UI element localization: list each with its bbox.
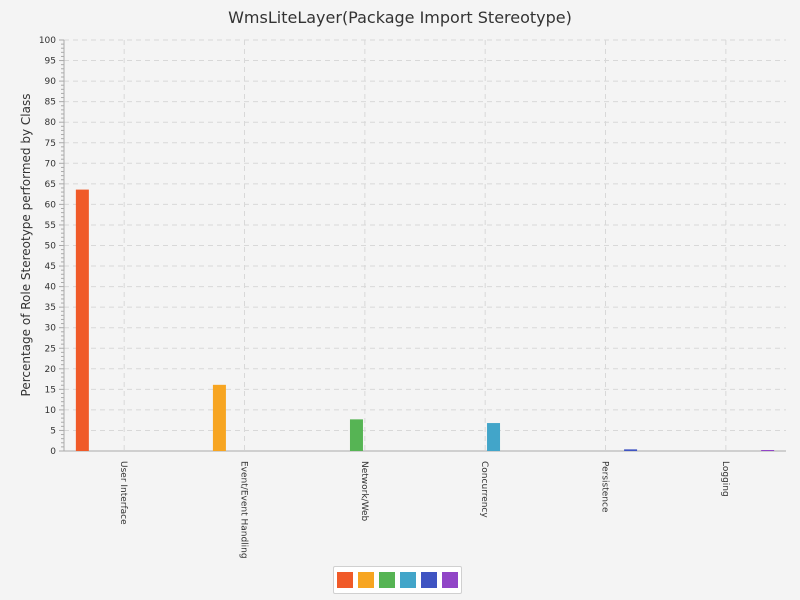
- y-tick-label: 5: [50, 426, 56, 436]
- legend-swatch: [379, 572, 395, 588]
- legend: [333, 566, 462, 594]
- axes: 0 5 10 15 20 25 30 35 40 45 50 55 60 65 70 75 80 85 90 95 10…: [39, 36, 786, 457]
- y-tick-label: 20: [45, 365, 57, 375]
- y-tick-label: 15: [45, 385, 56, 395]
- legend-swatch: [421, 572, 437, 588]
- legend-swatch: [337, 572, 353, 588]
- y-tick-label: 95: [45, 57, 56, 67]
- y-axis-label: Percentage of Role Stereotype performed …: [19, 94, 33, 397]
- chart-title: WmsLiteLayer(Package Import Stereotype): [228, 8, 572, 27]
- y-tick-label: 50: [45, 242, 57, 252]
- y-tick-label: 55: [45, 221, 56, 231]
- y-tick-label: 85: [45, 98, 56, 108]
- bar: [761, 450, 775, 451]
- legend-swatch: [358, 572, 374, 588]
- bar: [487, 423, 501, 451]
- y-tick-label: 80: [45, 118, 57, 128]
- y-tick-label: 0: [50, 447, 56, 457]
- y-tick-label: 65: [45, 180, 56, 190]
- legend-swatch: [442, 572, 458, 588]
- x-tick-label: Network/Web: [359, 461, 369, 522]
- x-tick-label: Event/Event Handling: [239, 461, 249, 559]
- y-tick-label: 70: [45, 159, 57, 169]
- bars: [75, 189, 775, 451]
- y-tick-label: 60: [45, 200, 57, 210]
- y-tick-label: 45: [45, 262, 56, 272]
- x-tick-label: User Interface: [118, 461, 128, 525]
- category-labels: User Interface Event/Event Handling Networ…: [118, 461, 730, 559]
- y-tick-label: 100: [39, 36, 56, 46]
- y-tick-label: 90: [45, 77, 57, 87]
- bar: [349, 419, 363, 451]
- grid: [64, 39, 786, 451]
- x-tick-label: Persistence: [600, 461, 610, 513]
- y-tick-label: 30: [45, 324, 57, 334]
- y-tick-label: 25: [45, 344, 56, 354]
- bar: [624, 449, 638, 451]
- x-tick-label: Logging: [720, 461, 730, 497]
- y-tick-label: 40: [45, 283, 57, 293]
- bar: [75, 189, 89, 451]
- y-tick-label: 75: [45, 139, 56, 149]
- bar: [212, 384, 226, 451]
- y-tick-label: 35: [45, 303, 56, 313]
- x-tick-label: Concurrency: [479, 461, 489, 518]
- legend-swatch: [400, 572, 416, 588]
- y-tick-label: 10: [45, 406, 57, 416]
